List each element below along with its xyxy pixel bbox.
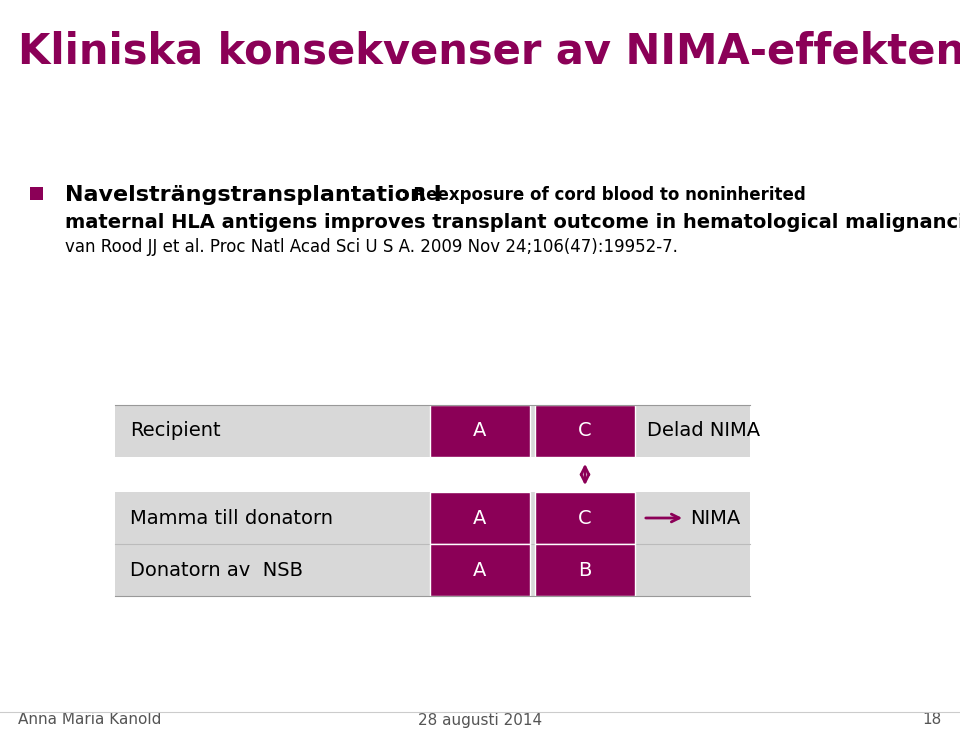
Text: C: C — [578, 508, 591, 528]
Bar — [535, 405, 635, 457]
Text: A: A — [473, 508, 487, 528]
Bar — [430, 405, 530, 457]
Text: A: A — [473, 560, 487, 579]
Text: Anna Maria Kanold: Anna Maria Kanold — [18, 713, 161, 728]
Text: Kliniska konsekvenser av NIMA-effekten: Kliniska konsekvenser av NIMA-effekten — [18, 31, 960, 73]
Text: 18: 18 — [923, 713, 942, 728]
Text: B: B — [578, 560, 591, 579]
FancyBboxPatch shape — [30, 187, 43, 200]
Bar — [535, 492, 635, 544]
Text: Donatorn av  NSB: Donatorn av NSB — [130, 560, 303, 579]
Bar — [115, 405, 750, 457]
Text: maternal HLA antigens improves transplant outcome in hematological malignancies.: maternal HLA antigens improves transplan… — [65, 213, 960, 231]
Bar — [430, 544, 530, 596]
Bar — [535, 544, 635, 596]
Text: A: A — [473, 422, 487, 440]
Text: van Rood JJ et al. Proc Natl Acad Sci U S A. 2009 Nov 24;106(47):19952-7.: van Rood JJ et al. Proc Natl Acad Sci U … — [65, 238, 678, 256]
Text: Recipient: Recipient — [130, 422, 221, 440]
Text: 28 augusti 2014: 28 augusti 2014 — [418, 713, 542, 728]
Text: Mamma till donatorn: Mamma till donatorn — [130, 508, 333, 528]
Text: C: C — [578, 422, 591, 440]
Text: : Reexposure of cord blood to noninherited: : Reexposure of cord blood to noninherit… — [401, 186, 805, 204]
Bar — [430, 492, 530, 544]
Text: Delad NIMA: Delad NIMA — [647, 422, 760, 440]
Text: Navelsträngstransplantation I: Navelsträngstransplantation I — [65, 185, 442, 205]
Bar — [115, 492, 750, 596]
Text: NIMA: NIMA — [690, 508, 740, 528]
